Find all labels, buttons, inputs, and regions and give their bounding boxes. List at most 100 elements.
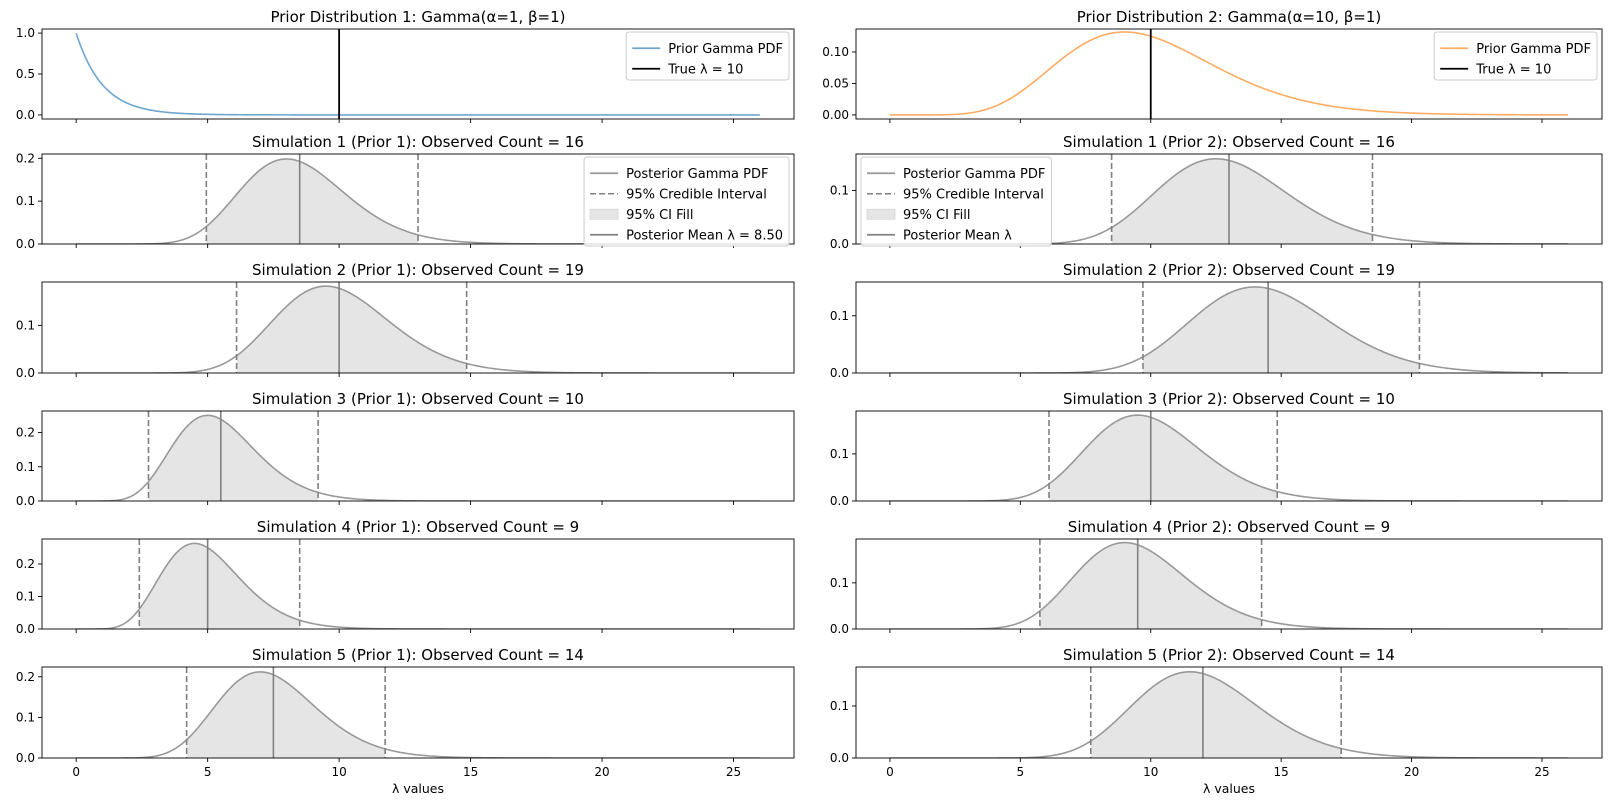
y-tick-label: 0.1	[16, 710, 35, 724]
y-tick-label: 0.2	[16, 426, 35, 440]
legend-label: Posterior Gamma PDF	[626, 167, 768, 182]
legend-label: True λ = 10	[667, 62, 743, 77]
x-tick-label: 10	[331, 765, 346, 779]
prior-pdf-line	[889, 31, 1569, 116]
y-tick-label: 0.0	[830, 237, 849, 251]
y-tick-label: 0.1	[830, 699, 849, 713]
y-tick-label: 0.1	[16, 194, 35, 208]
y-tick-label: 0.0	[16, 366, 35, 380]
plot-area	[76, 411, 760, 501]
legend-box	[1433, 31, 1598, 81]
panel-title: Simulation 3 (Prior 2): Observed Count =…	[1063, 390, 1395, 408]
y-tick-label: 0.10	[822, 45, 849, 59]
y-tick-label: 0.1	[830, 447, 849, 461]
y-tick-label: 0.0	[16, 751, 35, 765]
axes-frame	[855, 538, 1603, 630]
axes-frame	[41, 281, 795, 374]
panel-sim3-prior1: Simulation 3 (Prior 1): Observed Count =…	[16, 390, 795, 508]
x-axis-label: λ values	[392, 781, 444, 796]
panel-title: Prior Distribution 1: Gamma(α=1, β=1)	[270, 8, 565, 26]
y-tick-label: 0.2	[16, 557, 35, 571]
y-tick-label: 0.0	[830, 494, 849, 508]
panel-sim3-prior2: Simulation 3 (Prior 2): Observed Count =…	[830, 390, 1603, 508]
panel-title: Simulation 2 (Prior 1): Observed Count =…	[252, 261, 584, 279]
panel-title: Simulation 1 (Prior 2): Observed Count =…	[1063, 133, 1395, 151]
legend-label: Prior Gamma PDF	[668, 42, 783, 57]
y-tick-label: 0.2	[16, 151, 35, 165]
x-tick-label: 15	[463, 765, 478, 779]
legend-label: 95% CI Fill	[626, 208, 693, 223]
legend-label: Posterior Mean λ	[903, 228, 1012, 243]
plot-area	[76, 282, 760, 373]
axes-frame	[41, 153, 795, 245]
y-tick-label: 0.1	[830, 309, 849, 323]
y-tick-label: 0.05	[822, 76, 849, 90]
legend: Prior Gamma PDF True λ = 10	[1433, 31, 1598, 81]
x-tick-label: 5	[1017, 765, 1025, 779]
y-tick-label: 0.5	[16, 67, 35, 81]
plot-area	[75, 29, 760, 119]
y-tick-label: 0.0	[16, 108, 35, 122]
plot-area	[889, 539, 1569, 629]
ci-fill	[1049, 415, 1278, 501]
axes-frame	[855, 28, 1603, 120]
y-tick-label: 0.0	[830, 622, 849, 636]
plot-area	[76, 539, 760, 629]
ci-fill	[139, 543, 300, 629]
posterior-pdf-line	[76, 671, 760, 758]
plot-area	[889, 667, 1569, 758]
axes-frame	[41, 410, 795, 502]
y-tick-label: 0.1	[16, 590, 35, 604]
ci-fill	[206, 158, 418, 244]
panel-sim2-prior1: Simulation 2 (Prior 1): Observed Count =…	[16, 261, 795, 380]
axes-frame	[41, 666, 795, 759]
x-tick-label: 0	[886, 765, 894, 779]
ci-fill	[1039, 542, 1262, 629]
y-tick-label: 0.1	[830, 183, 849, 197]
axes-frame	[855, 410, 1603, 502]
panel-sim5-prior2: Simulation 5 (Prior 2): Observed Count =…	[830, 646, 1603, 796]
posterior-pdf-line	[889, 286, 1569, 373]
panel-sim1-prior2: Simulation 1 (Prior 2): Observed Count =…	[830, 133, 1603, 251]
axes-frame	[855, 153, 1603, 245]
legend-box	[625, 31, 790, 81]
plot-area	[889, 282, 1569, 373]
x-tick-label: 25	[726, 765, 741, 779]
x-tick-label: 20	[1404, 765, 1419, 779]
legend-label: 95% Credible Interval	[626, 187, 767, 202]
legend-label: Prior Gamma PDF	[1476, 42, 1591, 57]
panel-title: Simulation 3 (Prior 1): Observed Count =…	[252, 390, 584, 408]
ci-fill	[148, 415, 319, 501]
y-tick-label: 0.0	[16, 494, 35, 508]
panel-sim1-prior1: Simulation 1 (Prior 1): Observed Count =…	[16, 133, 795, 251]
ci-fill	[236, 286, 467, 373]
x-tick-label: 5	[204, 765, 212, 779]
prior-pdf-line	[75, 32, 760, 116]
y-tick-label: 0.2	[16, 670, 35, 684]
ci-fill	[1111, 158, 1373, 244]
legend-swatch	[866, 208, 896, 220]
x-tick-label: 15	[1274, 765, 1289, 779]
x-axis-label: λ values	[1203, 781, 1255, 796]
y-tick-label: 0.0	[16, 622, 35, 636]
y-tick-label: 0.1	[16, 460, 35, 474]
panel-title: Simulation 5 (Prior 2): Observed Count =…	[1063, 646, 1395, 664]
legend-swatch	[589, 208, 619, 220]
plot-area	[76, 667, 760, 758]
legend-box	[860, 156, 1052, 247]
ci-fill	[1142, 286, 1420, 373]
y-tick-label: 0.0	[16, 237, 35, 251]
panel-prior-2: Prior Distribution 2: Gamma(α=10, β=1) 0.…	[822, 8, 1603, 123]
panel-title: Simulation 2 (Prior 2): Observed Count =…	[1063, 261, 1395, 279]
ci-fill	[1090, 671, 1342, 758]
axes-frame	[855, 281, 1603, 374]
y-tick-label: 0.1	[16, 318, 35, 332]
axes-frame	[41, 538, 795, 630]
y-tick-label: 0.00	[822, 108, 849, 122]
panel-sim4-prior1: Simulation 4 (Prior 1): Observed Count =…	[16, 518, 795, 636]
panel-title: Simulation 1 (Prior 1): Observed Count =…	[252, 133, 584, 151]
y-tick-label: 0.0	[830, 751, 849, 765]
legend-label: 95% CI Fill	[903, 208, 970, 223]
panel-prior-1: Prior Distribution 1: Gamma(α=1, β=1) 0.0…	[16, 8, 795, 123]
plot-area	[889, 411, 1569, 501]
